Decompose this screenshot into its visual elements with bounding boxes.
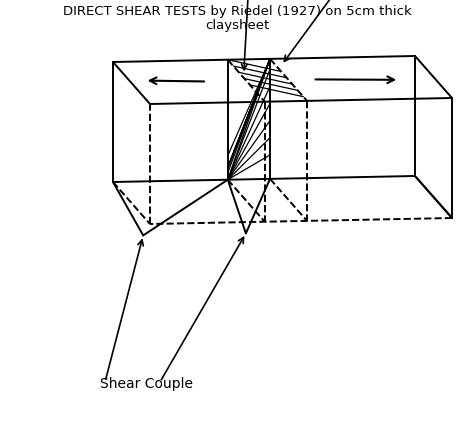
Text: claysheet: claysheet	[205, 19, 269, 32]
Text: Shear Couple: Shear Couple	[100, 377, 193, 391]
Text: DIRECT SHEAR TESTS by Riedel (1927) on 5cm thick: DIRECT SHEAR TESTS by Riedel (1927) on 5…	[63, 5, 411, 18]
